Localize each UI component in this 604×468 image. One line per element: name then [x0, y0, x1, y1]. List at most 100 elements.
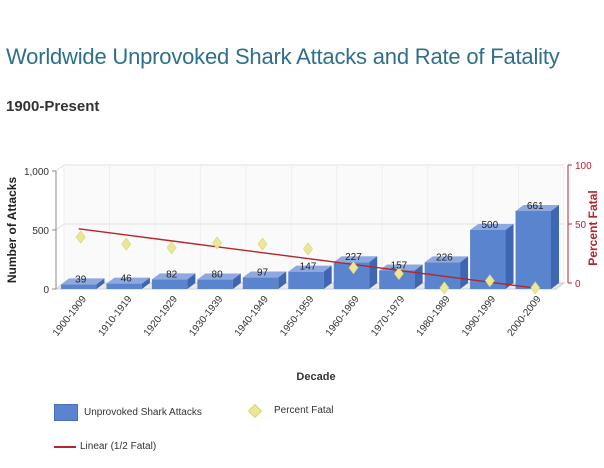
fatal-marker-1960-1969	[348, 261, 359, 275]
bar-top	[470, 224, 514, 230]
legend-diamond-swatch	[247, 403, 263, 418]
x-tick-label: 1930-1939	[187, 294, 225, 339]
bar-value-label: 157	[391, 260, 408, 271]
bar-top	[288, 265, 332, 272]
bar-side	[369, 256, 378, 289]
x-tick-label: 1910-1919	[96, 294, 134, 339]
legend-item-trend: Linear (1/2 Fatal)	[54, 441, 156, 452]
x-tick-label: 1920-1929	[142, 294, 180, 339]
legend-line-swatch	[54, 445, 76, 448]
x-tick-label: 1960-1969	[324, 294, 362, 339]
x-tick-label: 1980-1989	[415, 294, 453, 339]
trend-layer	[78, 228, 534, 289]
legend-label-trend: Linear (1/2 Fatal)	[80, 441, 157, 452]
legend-label-attacks: Unprovoked Shark Attacks	[84, 407, 202, 418]
fatal-marker-1920-1929	[166, 241, 177, 255]
bar-value-label: 227	[345, 252, 362, 263]
x-tick-label: 1940-1949	[233, 294, 271, 339]
bar-front	[61, 284, 97, 289]
bar-side	[460, 256, 469, 289]
labels-layer: 39 46 82 80 97 147 227 157 226 500 661	[75, 201, 544, 285]
chart-subtitle: 1900-Present	[6, 98, 100, 115]
x-tick-label: 1950-1959	[278, 294, 316, 339]
x-tick-label: 1990-1999	[460, 294, 498, 339]
x-tick-label: 1970-1979	[369, 294, 407, 339]
bar-front	[151, 279, 188, 289]
bar-1920-1929	[151, 273, 196, 289]
bar-side	[232, 273, 241, 289]
bar-front	[288, 271, 324, 289]
bar-side	[96, 278, 105, 289]
bar-1910-1919	[106, 277, 150, 289]
left-tick-label: 1,000	[24, 167, 49, 178]
markers-layer	[75, 230, 541, 295]
bar-side	[323, 265, 332, 289]
bar-value-label: 500	[481, 220, 498, 231]
fatal-marker-1970-1979	[394, 267, 404, 281]
grid-floor-edge	[55, 164, 65, 172]
fatal-marker-1910-1919	[121, 237, 132, 251]
bar-top	[333, 256, 378, 263]
fatal-marker-1950-1959	[303, 242, 313, 256]
legend-label-fatal: Percent Fatal	[274, 405, 334, 416]
bar-value-label: 82	[166, 269, 178, 280]
fatal-marker-1930-1939	[212, 236, 222, 250]
x-tick-label: 1900-1909	[51, 294, 89, 339]
grid-floor-edge	[55, 223, 65, 231]
bar-top	[242, 271, 287, 278]
bar-front	[379, 270, 415, 289]
bar-1970-1979	[379, 264, 423, 289]
chart-title: Worldwide Unprovoked Shark Attacks and R…	[6, 44, 560, 69]
bar-top	[197, 273, 241, 280]
bar-top	[61, 278, 105, 285]
bar-side	[141, 277, 150, 289]
bar-side	[505, 224, 514, 289]
y-axis-title: Number of Attacks	[5, 177, 19, 284]
left-tick-label: 500	[32, 226, 49, 237]
bar-1980-1989	[424, 256, 469, 289]
x-axis-title: Decade	[296, 371, 335, 383]
bar-front	[197, 279, 233, 289]
trend-line	[78, 228, 534, 289]
legend-bar-swatch	[54, 404, 78, 421]
fatal-marker-1980-1989	[439, 281, 450, 295]
left-tick-label: 0	[43, 285, 49, 296]
bar-value-label: 97	[257, 268, 269, 279]
x-tick-label: 2000-2009	[506, 294, 544, 339]
legend-item-attacks: Unprovoked Shark Attacks	[54, 404, 202, 421]
bar-value-label: 226	[436, 252, 453, 263]
bar-1960-1969	[333, 256, 378, 289]
bar-value-label: 39	[75, 274, 87, 285]
bar-front	[106, 283, 142, 289]
fatal-marker-1990-1999	[484, 274, 495, 288]
bar-top	[515, 205, 559, 212]
bar-1950-1959	[288, 265, 332, 289]
grid-layer	[54, 164, 566, 290]
right-tick-label: 0	[575, 279, 581, 290]
bar-value-label: 46	[121, 274, 133, 285]
bar-side	[551, 205, 559, 289]
bar-1940-1949	[242, 271, 287, 289]
bar-value-label: 147	[300, 262, 317, 273]
bar-top	[151, 273, 196, 280]
bar-1900-1909	[61, 278, 105, 289]
fatal-marker-1900-1909	[75, 230, 86, 244]
bars-layer	[61, 205, 559, 289]
right-tick-label: 100	[575, 161, 592, 172]
bar-top	[424, 256, 469, 263]
bar-side	[187, 273, 196, 289]
fatal-marker-1940-1949	[257, 237, 268, 251]
bar-side	[278, 271, 287, 289]
bar-value-label: 80	[212, 270, 224, 281]
bar-front	[242, 277, 279, 289]
bar-1930-1939	[197, 273, 241, 289]
chart-canvas: 0 500 1,000 0 50 100 1900-1909 1910-1919 1920-19…	[5, 161, 600, 383]
y-axis-right-title: Percent Fatal	[586, 190, 600, 265]
bar-front	[515, 211, 551, 289]
bar-value-label: 661	[527, 201, 544, 212]
legend-item-fatal: Percent Fatal	[246, 403, 334, 418]
right-tick-label: 50	[575, 220, 587, 231]
bar-top	[106, 277, 150, 284]
fatal-marker-2000-2009	[530, 281, 541, 295]
bar-side	[414, 264, 423, 289]
